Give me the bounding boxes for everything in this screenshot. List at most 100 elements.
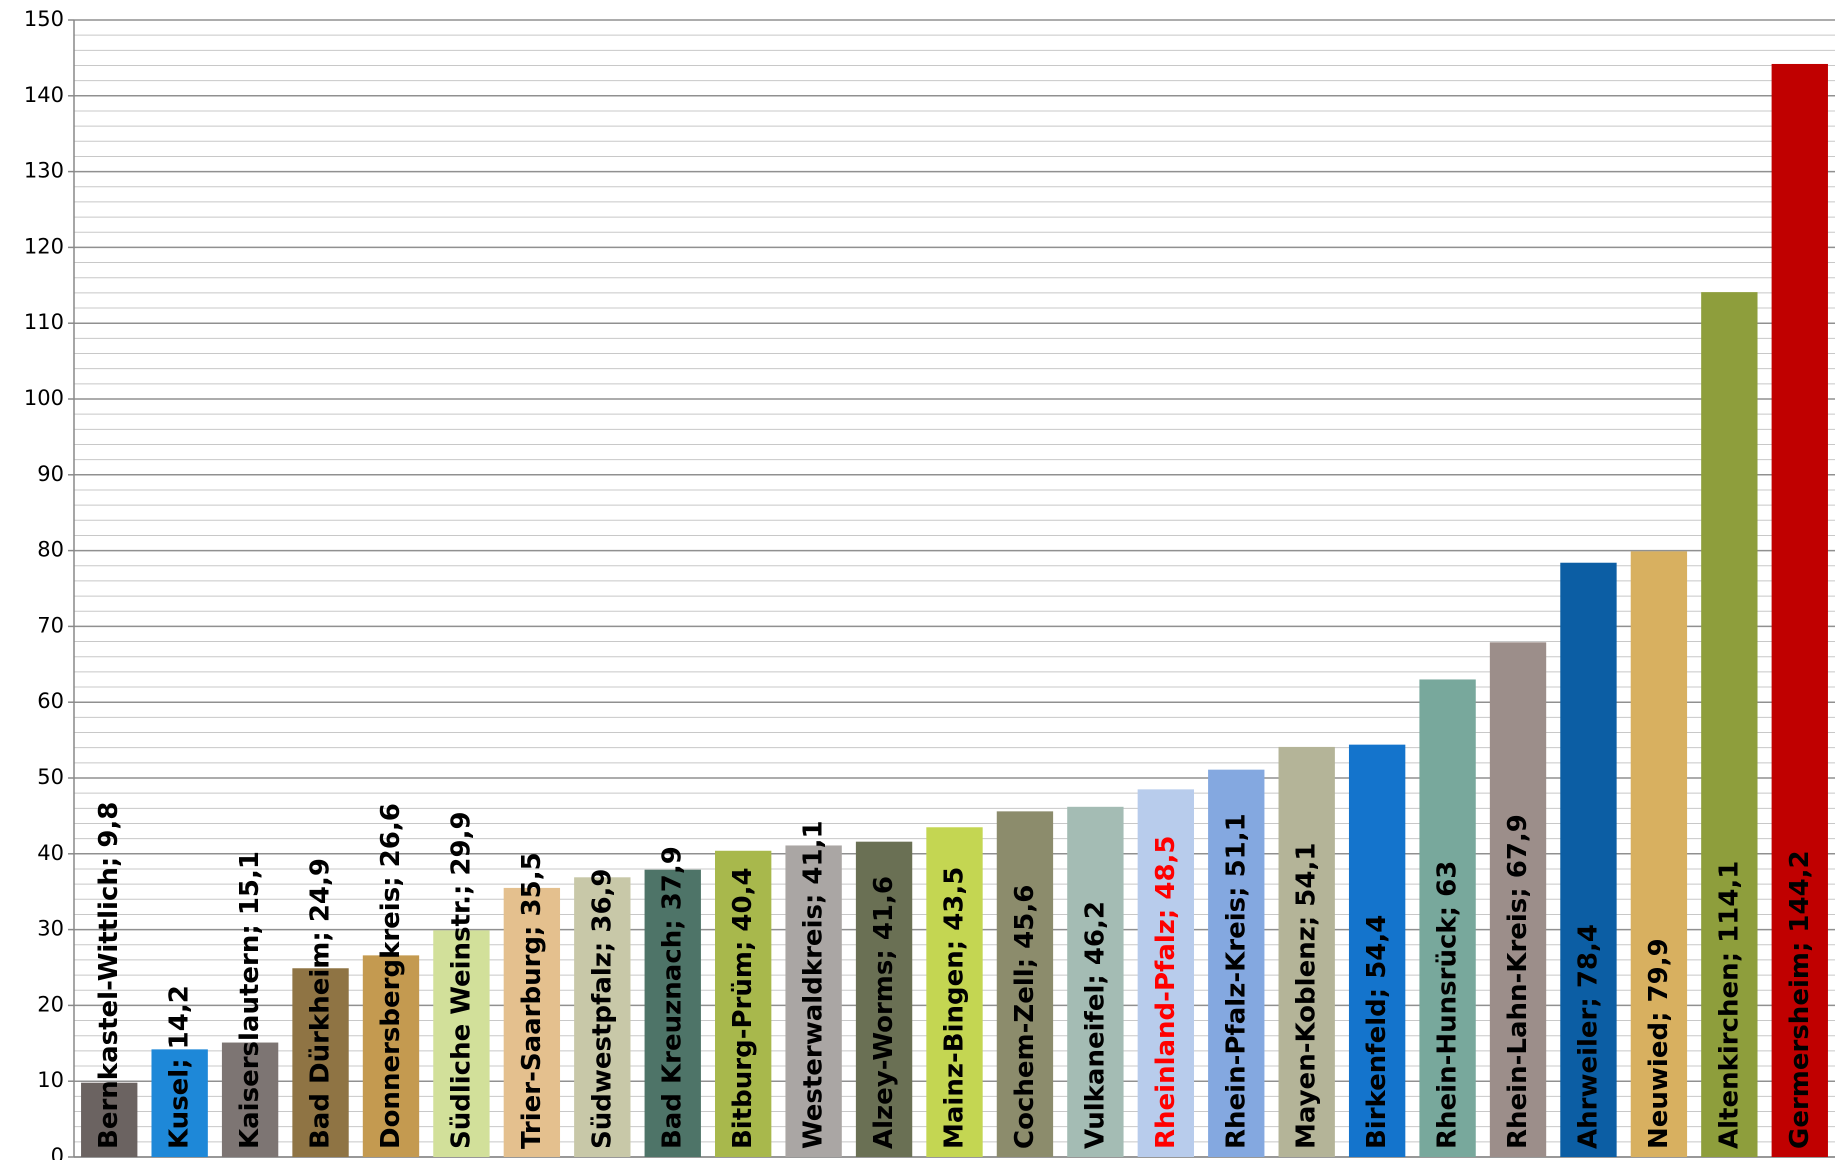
value-label: 45,6 <box>1009 885 1039 949</box>
bar <box>574 877 631 1157</box>
bar-label: Germersheim; 144,2 <box>1784 850 1814 1149</box>
label-separator: ; <box>305 922 335 941</box>
category-name: Kusel <box>164 1069 194 1149</box>
value-label: 29,9 <box>446 811 476 875</box>
bar <box>221 1042 279 1157</box>
category-name: Vulkaneifel <box>1080 985 1110 1149</box>
bar-label: Bad Dürkheim; 24,9 <box>305 858 335 1149</box>
y-tick-label: 110 <box>24 310 64 334</box>
label-separator: ; <box>939 931 969 950</box>
label-separator: ; <box>516 916 546 935</box>
bar-label: Westerwaldkreis; 41,1 <box>798 820 828 1149</box>
bar-label: Bernkastel-Wittlich; 9,8 <box>94 802 124 1149</box>
category-name: Westerwaldkreis <box>798 904 828 1149</box>
value-label: 63 <box>1432 861 1462 897</box>
value-label: 40,4 <box>728 867 758 931</box>
value-label: 14,2 <box>164 985 194 1049</box>
label-separator: ; <box>1643 1002 1673 1021</box>
label-separator: ; <box>869 940 899 959</box>
category-name: Trier-Saarburg <box>516 936 546 1149</box>
value-label: 24,9 <box>305 858 335 922</box>
label-separator: ; <box>1291 907 1321 926</box>
category-name: Neuwied <box>1643 1022 1673 1149</box>
value-label: 54,4 <box>1362 915 1392 979</box>
value-label: 43,5 <box>939 867 969 931</box>
category-name: Alzey-Worms <box>869 960 899 1149</box>
bar <box>1137 789 1194 1157</box>
y-tick-label: 60 <box>37 689 64 713</box>
bar <box>644 869 701 1157</box>
label-separator: ; <box>1784 933 1814 952</box>
y-tick-label: 50 <box>37 765 64 789</box>
label-separator: ; <box>1080 965 1110 984</box>
bar <box>1348 744 1406 1157</box>
value-label: 78,4 <box>1573 924 1603 988</box>
value-label: 144,2 <box>1784 850 1814 932</box>
category-name: Kaiserslautern <box>235 935 265 1149</box>
bar <box>151 1049 208 1157</box>
category-name: Rhein-Hunsrück <box>1432 916 1462 1149</box>
category-name: Cochem-Zell <box>1009 968 1039 1149</box>
bar-label: Südliche Weinstr.; 29,9 <box>446 811 476 1149</box>
bar-label: Rheinland-Pfalz; 48,5 <box>1150 835 1180 1149</box>
category-name: Ahrweiler <box>1573 1007 1603 1149</box>
label-separator: ; <box>375 867 405 886</box>
category-name: Birkenfeld <box>1362 998 1392 1149</box>
bar <box>1771 63 1828 1158</box>
bar-label: Bad Kreuznach; 37,9 <box>657 846 687 1149</box>
y-tick-label: 100 <box>24 386 64 410</box>
bar-label: Altenkirchen; 114,1 <box>1714 861 1744 1149</box>
y-tick-label: 90 <box>37 462 64 486</box>
category-name: Rhein-Lahn-Kreis <box>1503 898 1533 1149</box>
label-separator: ; <box>1221 877 1251 896</box>
y-tick-label: 150 <box>24 7 64 31</box>
value-label: 41,6 <box>869 876 899 940</box>
bar-label: Cochem-Zell; 45,6 <box>1009 885 1039 1149</box>
bar <box>81 1082 138 1157</box>
bar-label: Alzey-Worms; 41,6 <box>869 876 899 1149</box>
bar-label: Rhein-Pfalz-Kreis; 51,1 <box>1221 813 1251 1149</box>
category-name: Rhein-Pfalz-Kreis <box>1221 897 1251 1149</box>
y-tick-label: 140 <box>24 83 64 107</box>
category-name: Altenkirchen <box>1714 962 1744 1149</box>
value-label: 51,1 <box>1221 813 1251 877</box>
label-separator: ; <box>1503 878 1533 897</box>
category-name: Mayen-Koblenz <box>1291 926 1321 1149</box>
label-separator: ; <box>1714 943 1744 962</box>
y-tick-label: 30 <box>37 917 64 941</box>
value-label: 67,9 <box>1503 814 1533 878</box>
label-separator: ; <box>94 848 124 867</box>
category-name: Rheinland-Pfalz <box>1150 919 1180 1149</box>
bar <box>996 811 1054 1157</box>
bar <box>1560 562 1617 1157</box>
value-label: 54,1 <box>1291 843 1321 907</box>
label-separator: ; <box>1009 949 1039 968</box>
bar <box>1419 679 1476 1157</box>
bar-label: Rhein-Hunsrück; 63 <box>1432 861 1462 1149</box>
bar-label: Rhein-Lahn-Kreis; 67,9 <box>1503 814 1533 1149</box>
bar-label: Birkenfeld; 54,4 <box>1362 915 1392 1149</box>
bar <box>1701 292 1758 1157</box>
bar <box>1489 642 1547 1157</box>
bar-label: Neuwied; 79,9 <box>1643 938 1673 1149</box>
value-label: 46,2 <box>1080 901 1110 965</box>
category-name: Südliche Weinstr. <box>446 895 476 1149</box>
bar-label: Kusel; 14,2 <box>164 985 194 1149</box>
value-label: 79,9 <box>1643 938 1673 1002</box>
label-separator: ; <box>798 885 828 904</box>
y-tick-label: 80 <box>37 538 64 562</box>
category-name: Germersheim <box>1784 952 1814 1149</box>
bar <box>1630 551 1688 1157</box>
category-name: Bernkastel-Wittlich <box>94 867 124 1149</box>
bar <box>503 887 561 1157</box>
bar-label: Südwestpfalz; 36,9 <box>587 868 617 1149</box>
bar-label: Bitburg-Prüm; 40,4 <box>728 867 758 1149</box>
y-tick-label: 0 <box>51 1144 64 1160</box>
value-label: 114,1 <box>1714 861 1744 943</box>
bar-label: Mainz-Bingen; 43,5 <box>939 867 969 1149</box>
label-separator: ; <box>1362 979 1392 998</box>
bar-label: Vulkaneifel; 46,2 <box>1080 901 1110 1149</box>
bar <box>1208 769 1265 1157</box>
label-separator: ; <box>1432 897 1462 916</box>
